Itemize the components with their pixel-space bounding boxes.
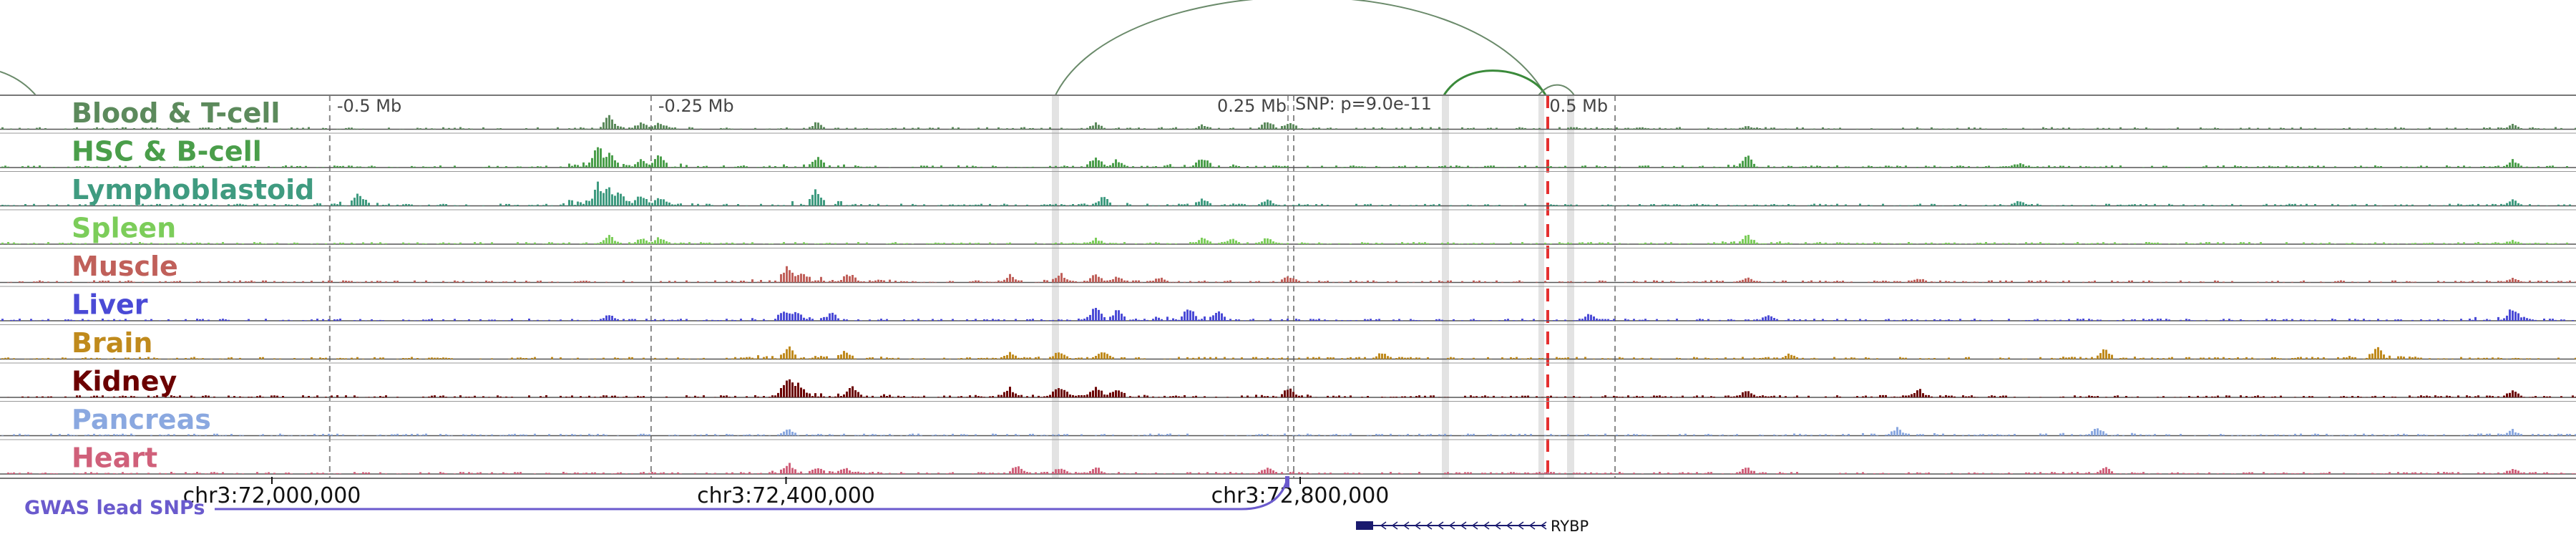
signal-bars [1, 181, 2571, 206]
signal-bars [1, 427, 2576, 436]
ruler-tick-label: 0.25 Mb [1217, 96, 1287, 116]
signal-bars [1, 235, 2568, 244]
interaction-arcs [0, 0, 1575, 96]
strand-arrow [1494, 521, 1501, 530]
signal-bars [1, 346, 2576, 359]
track-label: Liver [72, 289, 148, 321]
strand-arrow [1528, 521, 1536, 530]
ruler-tick-label: 0.5 Mb [1549, 96, 1608, 116]
track-brain: Brain [0, 327, 2576, 364]
strand-arrow [1414, 521, 1421, 530]
interaction-arc [1055, 0, 1546, 96]
strand-arrow [1448, 521, 1455, 530]
track-spleen: Spleen [0, 213, 2576, 248]
strand-arrow [1517, 521, 1524, 530]
track-label: Blood & T-cell [72, 97, 280, 129]
track-pancreas: Pancreas [0, 404, 2576, 440]
track-label: Brain [72, 327, 152, 359]
track-muscle: Muscle [0, 251, 2576, 287]
signal-bars [7, 463, 2576, 474]
coordinate-axis: chr3:72,000,000 chr3:72,400,000 chr3:72,80… [183, 477, 1390, 508]
gwas-track-label: GWAS lead SNPs [24, 497, 205, 519]
interaction-arc [1443, 69, 1547, 96]
track-label: Spleen [72, 213, 176, 244]
strand-arrow [1483, 521, 1490, 530]
track-lymphoblastoid: Lymphoblastoid [0, 174, 2576, 211]
gwas-snp-mark [1285, 476, 1289, 488]
signal-bars [1, 115, 2576, 130]
ruler-tick-label: -0.25 Mb [658, 96, 734, 116]
gwas-lead-snps-track [215, 475, 1289, 511]
track-liver: Liver [0, 289, 2576, 325]
signal-bars [7, 266, 2576, 283]
coordinate-label: chr3:72,800,000 [1211, 483, 1390, 508]
track-label: Lymphoblastoid [72, 174, 314, 205]
interaction-arc [1538, 84, 1575, 96]
ruler-tick-label: -0.5 Mb [337, 96, 401, 116]
strand-arrow [1471, 521, 1478, 530]
strand-arrow [1460, 521, 1467, 530]
track-label: Kidney [72, 366, 177, 397]
strand-arrow [1391, 521, 1398, 530]
signal-tracks: Blood & T-cell HSC & B-cell Lymphoblastoid… [0, 97, 2576, 478]
strand-arrow [1540, 521, 1547, 530]
gene-annotation-track [1356, 521, 1547, 530]
coordinate-label: chr3:72,400,000 [697, 483, 875, 508]
strand-arrow [1437, 521, 1444, 530]
gene-exon [1356, 521, 1373, 530]
track-label: Heart [72, 442, 157, 474]
strand-arrow [1506, 521, 1513, 530]
track-kidney: Kidney [0, 366, 2576, 402]
strand-arrow [1402, 521, 1410, 530]
track-label: Pancreas [72, 404, 211, 435]
snp-label: SNP: p=9.0e-11 [1295, 94, 1432, 114]
gene-label-rybp: RYBP [1551, 518, 1589, 535]
track-label: Muscle [72, 251, 178, 282]
signal-bars [1, 147, 2568, 168]
strand-arrow [1380, 521, 1387, 530]
interaction-arc [0, 71, 36, 96]
signal-bars [7, 379, 2576, 397]
strand-arrow [1425, 521, 1433, 530]
track-blood-t-cell: Blood & T-cell [0, 97, 2576, 134]
coordinate-label: chr3:72,000,000 [183, 483, 361, 508]
track-hsc-b-cell: HSC & B-cell [0, 136, 2576, 172]
track-label: HSC & B-cell [72, 136, 262, 168]
